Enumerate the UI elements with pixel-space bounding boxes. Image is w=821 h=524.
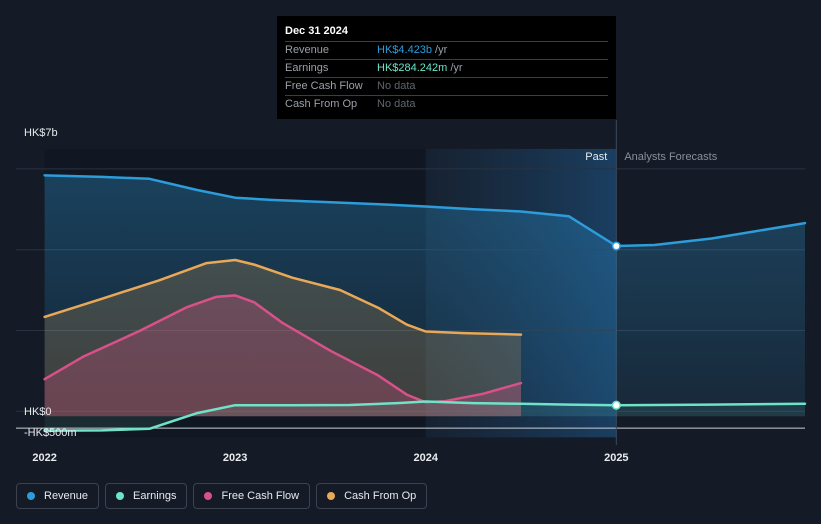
chart-legend: Revenue Earnings Free Cash Flow Cash Fro… (16, 483, 428, 509)
tooltip-value: HK$4.423b (377, 44, 433, 56)
legend-dot-icon (27, 492, 35, 500)
tooltip-value: No data (377, 98, 416, 110)
legend-label: Earnings (133, 490, 177, 502)
tooltip-unit: /yr (435, 44, 448, 56)
hover-tooltip: Dec 31 2024 Revenue HK$4.423b /yr Earnin… (277, 16, 616, 119)
highlight-point-earnings (611, 400, 621, 410)
y-axis-label-hk-0: HK$0 (24, 406, 52, 418)
tooltip-row-free-cash-flow: Free Cash Flow No data (285, 77, 608, 95)
legend-item-free-cash-flow[interactable]: Free Cash Flow (193, 483, 311, 509)
highlight-point-revenue (611, 241, 621, 251)
forecast-label: Analysts Forecasts (624, 151, 717, 163)
tooltip-label: Free Cash Flow (285, 80, 363, 92)
x-tick-label-2022: 2022 (32, 452, 56, 464)
y-axis-label-hk-7b: HK$7b (24, 127, 58, 139)
tooltip-unit: /yr (450, 62, 463, 74)
tooltip-row-revenue: Revenue HK$4.423b /yr (285, 41, 608, 59)
legend-dot-icon (204, 492, 213, 500)
tooltip-label: Cash From Op (285, 98, 358, 110)
tooltip-label: Revenue (285, 44, 330, 56)
tooltip-date: Dec 31 2024 (285, 25, 348, 37)
legend-label: Cash From Op (344, 490, 417, 502)
legend-label: Revenue (44, 490, 89, 502)
tooltip-label: Earnings (285, 62, 329, 74)
past-label: Past (585, 151, 607, 163)
legend-label: Free Cash Flow (221, 490, 300, 502)
legend-item-earnings[interactable]: Earnings (105, 483, 188, 509)
series-area-cash-from-op (44, 260, 521, 417)
tooltip-row-cash-from-op: Cash From Op No data (285, 95, 608, 113)
tooltip-value: No data (377, 80, 416, 92)
series-area-revenue (44, 175, 806, 417)
legend-item-cash-from-op[interactable]: Cash From Op (316, 483, 428, 509)
x-tick-label-2024: 2024 (414, 452, 439, 464)
tooltip-row-earnings: Earnings HK$284.242m /yr (285, 59, 608, 77)
x-tick-label-2025: 2025 (604, 452, 628, 464)
legend-dot-icon (116, 492, 125, 500)
y-axis-label--hk-500m: -HK$500m (24, 427, 77, 439)
legend-item-revenue[interactable]: Revenue (16, 483, 100, 509)
series-area-free-cash-flow (44, 295, 521, 417)
tooltip-value: HK$284.242m (377, 62, 448, 74)
series-line-earnings (43, 400, 807, 433)
series-line-revenue (43, 174, 807, 248)
x-tick-label-2023: 2023 (223, 452, 247, 464)
legend-dot-icon (327, 492, 336, 500)
series-line-cash-from-op (43, 258, 523, 336)
